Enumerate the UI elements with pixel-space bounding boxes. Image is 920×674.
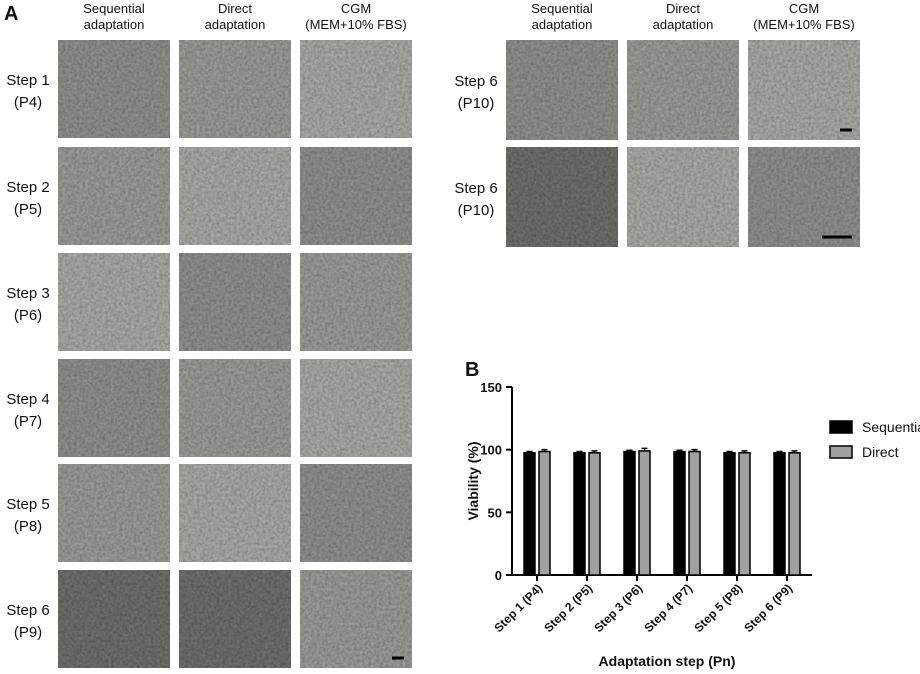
y-axis-title: Viability (%) <box>465 441 481 520</box>
error-bar <box>776 450 783 453</box>
column-header: (MEM+10% FBS) <box>753 17 855 32</box>
bar <box>573 452 586 576</box>
bar <box>773 452 786 576</box>
bar <box>638 450 651 576</box>
error-bar <box>591 450 598 453</box>
column-header: CGM <box>341 1 371 16</box>
x-tick-label: Step 3 (P6) <box>591 581 645 635</box>
bar <box>523 452 536 576</box>
y-tick-label: 0 <box>495 568 502 583</box>
micrograph <box>58 359 170 457</box>
micrograph <box>300 40 412 138</box>
micrograph <box>748 40 860 140</box>
micrograph <box>58 570 170 668</box>
micrograph <box>58 147 170 245</box>
column-header: Sequential <box>531 1 593 16</box>
bar <box>738 452 751 576</box>
row-label: (P8) <box>14 518 42 535</box>
panel-label: B <box>465 359 479 381</box>
micrograph <box>58 464 170 562</box>
row-label: (P10) <box>458 95 495 112</box>
row-label: Step 2 <box>6 179 49 196</box>
y-tick-label: 50 <box>488 505 502 520</box>
error-bar <box>676 449 683 452</box>
micrograph <box>506 147 618 247</box>
x-tick-label: Step 1 (P4) <box>491 581 545 635</box>
error-bar <box>726 450 733 453</box>
x-tick-label: Step 5 (P8) <box>691 581 745 635</box>
bar <box>788 452 801 576</box>
micrograph <box>179 464 291 562</box>
x-tick-label: Step 6 (P9) <box>741 581 795 635</box>
column-header: Direct <box>218 1 252 16</box>
error-bar <box>576 450 583 453</box>
micrograph <box>748 147 860 247</box>
row-label: (P10) <box>458 202 495 219</box>
column-header: Sequential <box>83 1 145 16</box>
error-bar <box>791 450 798 453</box>
legend-swatch <box>829 445 853 459</box>
micrograph <box>300 464 412 562</box>
row-label: (P6) <box>14 307 42 324</box>
micrograph <box>300 253 412 351</box>
column-header: adaptation <box>532 17 593 32</box>
column-header: adaptation <box>653 17 714 32</box>
row-label: (P4) <box>14 94 42 111</box>
micrograph <box>300 147 412 245</box>
x-tick-label: Step 4 (P7) <box>641 581 695 635</box>
column-header: (MEM+10% FBS) <box>305 17 407 32</box>
micrograph <box>179 147 291 245</box>
legend-swatch <box>829 420 853 434</box>
micrograph <box>627 147 739 247</box>
row-label: (P7) <box>14 413 42 430</box>
micrograph <box>179 253 291 351</box>
row-label: (P5) <box>14 201 42 218</box>
micrograph <box>506 40 618 140</box>
column-header: CGM <box>789 1 819 16</box>
column-header: adaptation <box>205 17 266 32</box>
micrograph <box>300 359 412 457</box>
column-header: adaptation <box>84 17 145 32</box>
micrograph <box>179 359 291 457</box>
bar <box>538 450 551 576</box>
row-label: Step 6 <box>6 602 49 619</box>
micrograph <box>58 253 170 351</box>
row-label: Step 4 <box>6 391 49 408</box>
y-tick-label: 100 <box>480 443 502 458</box>
y-tick-label: 150 <box>480 380 502 395</box>
x-tick-label: Step 2 (P5) <box>541 581 595 635</box>
row-label: Step 6 <box>454 73 497 90</box>
panel-label: A <box>4 3 18 25</box>
row-label: (P9) <box>14 624 42 641</box>
row-label: Step 6 <box>454 180 497 197</box>
error-bar <box>691 448 698 452</box>
micrograph <box>179 570 291 668</box>
x-axis-title: Adaptation step (Pn) <box>599 653 736 669</box>
row-label: Step 5 <box>6 496 49 513</box>
column-header: Direct <box>666 1 700 16</box>
bar <box>688 450 701 576</box>
legend-label: Direct <box>862 444 899 460</box>
error-bar <box>741 450 748 453</box>
micrograph <box>58 40 170 138</box>
micrograph <box>300 570 412 668</box>
error-bar <box>541 448 548 452</box>
row-label: Step 3 <box>6 285 49 302</box>
legend-label: Sequential <box>862 419 920 435</box>
micrograph <box>627 40 739 140</box>
bar <box>723 452 736 576</box>
bar <box>588 452 601 576</box>
bar <box>673 450 686 576</box>
error-bar <box>641 447 648 451</box>
error-bar <box>526 450 533 453</box>
micrograph <box>179 40 291 138</box>
error-bar <box>626 449 633 452</box>
bar <box>623 450 636 576</box>
row-label: Step 1 <box>6 72 49 89</box>
